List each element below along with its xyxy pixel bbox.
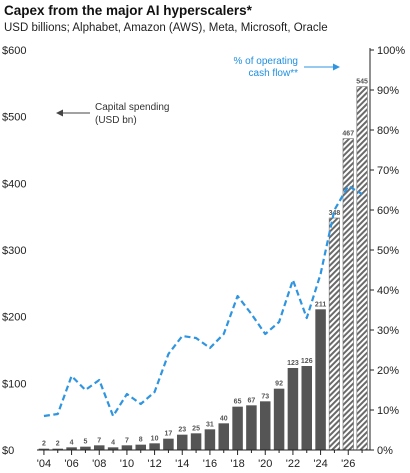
capex-bar [218,423,229,450]
capex-bar [135,444,146,450]
capex-bar [356,86,368,451]
capex-bar-label: 123 [287,360,299,367]
capex-bar [273,388,285,450]
right-tick-label: 0% [377,445,393,457]
capex-bar [204,429,216,450]
capex-bar [176,434,188,450]
left-tick-label: $400 [2,178,26,190]
x-tick-label: '14 [175,458,189,470]
cashflow-series-line [43,184,363,418]
capex-bar-label: 211 [315,301,326,308]
capex-bar-label: 2 [42,441,46,448]
chart-subtitle: USD billions; Alphabet, Amazon (AWS), Me… [4,22,328,34]
capex-bar [149,443,160,450]
right-tick-label: 40% [377,285,399,297]
capex-bar [107,447,119,450]
capex-bar [80,446,91,450]
capex-bar-label: 467 [342,131,354,138]
capex-bar-label: 40 [220,415,228,422]
capex-bar [259,401,271,450]
left-tick-label: $500 [2,112,26,124]
capex-bar-label: 4 [111,439,115,446]
right-y-axis: 0% 10% 20% 30% 40% 50% 60% 70% 80% 90% 100% [369,45,405,457]
capex-bar [163,438,174,450]
capex-bar-label: 92 [275,381,283,388]
capex-bar-label: 65 [234,399,242,406]
capex-bar-label: 23 [178,427,186,434]
capex-bar [190,433,202,450]
x-axis: '04 '06 '08 '10 '12 '14 '16 '18 '20 '22 '24 '26 [37,449,370,470]
cashflow-annotation-line1: % of operating [234,56,299,67]
capex-bar [301,366,312,450]
capex-annotation-line1: Capital spending [95,102,170,113]
x-tick-label: '16 [203,458,217,470]
right-tick-label: 90% [377,85,399,97]
capex-bar-label: 31 [206,421,214,428]
capex-bar [66,447,77,450]
x-tick-label: '10 [120,458,134,470]
capex-bar-label: 5 [83,439,87,446]
capex-bar-label: 25 [192,425,200,432]
left-tick-label: $300 [2,245,26,257]
right-tick-label: 10% [377,405,399,417]
chart-title: Capex from the major AI hyperscalers* [4,3,252,18]
cashflow-line [43,184,363,418]
capex-bar-label: 2 [56,441,60,448]
capex-bar-label: 545 [356,79,368,86]
capex-bar-label: 67 [248,397,256,404]
cashflow-annotation-line2: cash flow** [249,68,299,79]
capex-bar-label: 4 [70,439,74,446]
x-tick-label: '08 [92,458,106,470]
x-tick-label: '26 [341,458,355,470]
right-tick-label: 30% [377,325,399,337]
capex-bar-label: 126 [301,358,313,365]
x-tick-label: '12 [147,458,161,470]
capex-bar [246,405,257,450]
capex-bar [93,445,105,450]
right-tick-label: 60% [377,205,399,217]
x-tick-label: '04 [37,458,51,470]
right-tick-label: 100% [377,45,405,57]
capex-bar-label: 7 [125,437,129,444]
x-tick-label: '20 [258,458,272,470]
cashflow-arrow [304,63,340,71]
capex-bar [232,406,243,450]
capex-bar-label: 10 [151,435,159,442]
left-y-axis: $0 $100 $200 $300 $400 $500 $600 [2,45,26,457]
capex-bar-label: 73 [261,393,269,400]
capex-bar-label: 7 [97,437,101,444]
x-tick-label: '22 [286,458,300,470]
left-tick-label: $200 [2,312,26,324]
capex-arrow [56,109,90,117]
capex-bar [38,448,50,450]
left-tick-label: $600 [2,45,26,57]
capex-annotation-line2: (USD bn) [95,115,137,126]
capex-bar [342,138,354,451]
right-tick-label: 80% [377,125,399,137]
right-tick-label: 50% [377,245,399,257]
x-tick-label: '06 [64,458,78,470]
x-tick-label: '24 [313,458,327,470]
capex-bar-label: 17 [165,431,173,438]
capex-bar [287,368,299,450]
capex-bar [315,309,326,450]
left-tick-label: $100 [2,378,26,390]
capex-bar [328,217,340,451]
right-tick-label: 20% [377,365,399,377]
left-tick-label: $0 [2,445,14,457]
x-tick-label: '18 [230,458,244,470]
capex-bar [52,448,63,450]
right-tick-label: 70% [377,165,399,177]
capex-bar-label: 8 [139,437,143,444]
capex-bar [121,445,133,450]
